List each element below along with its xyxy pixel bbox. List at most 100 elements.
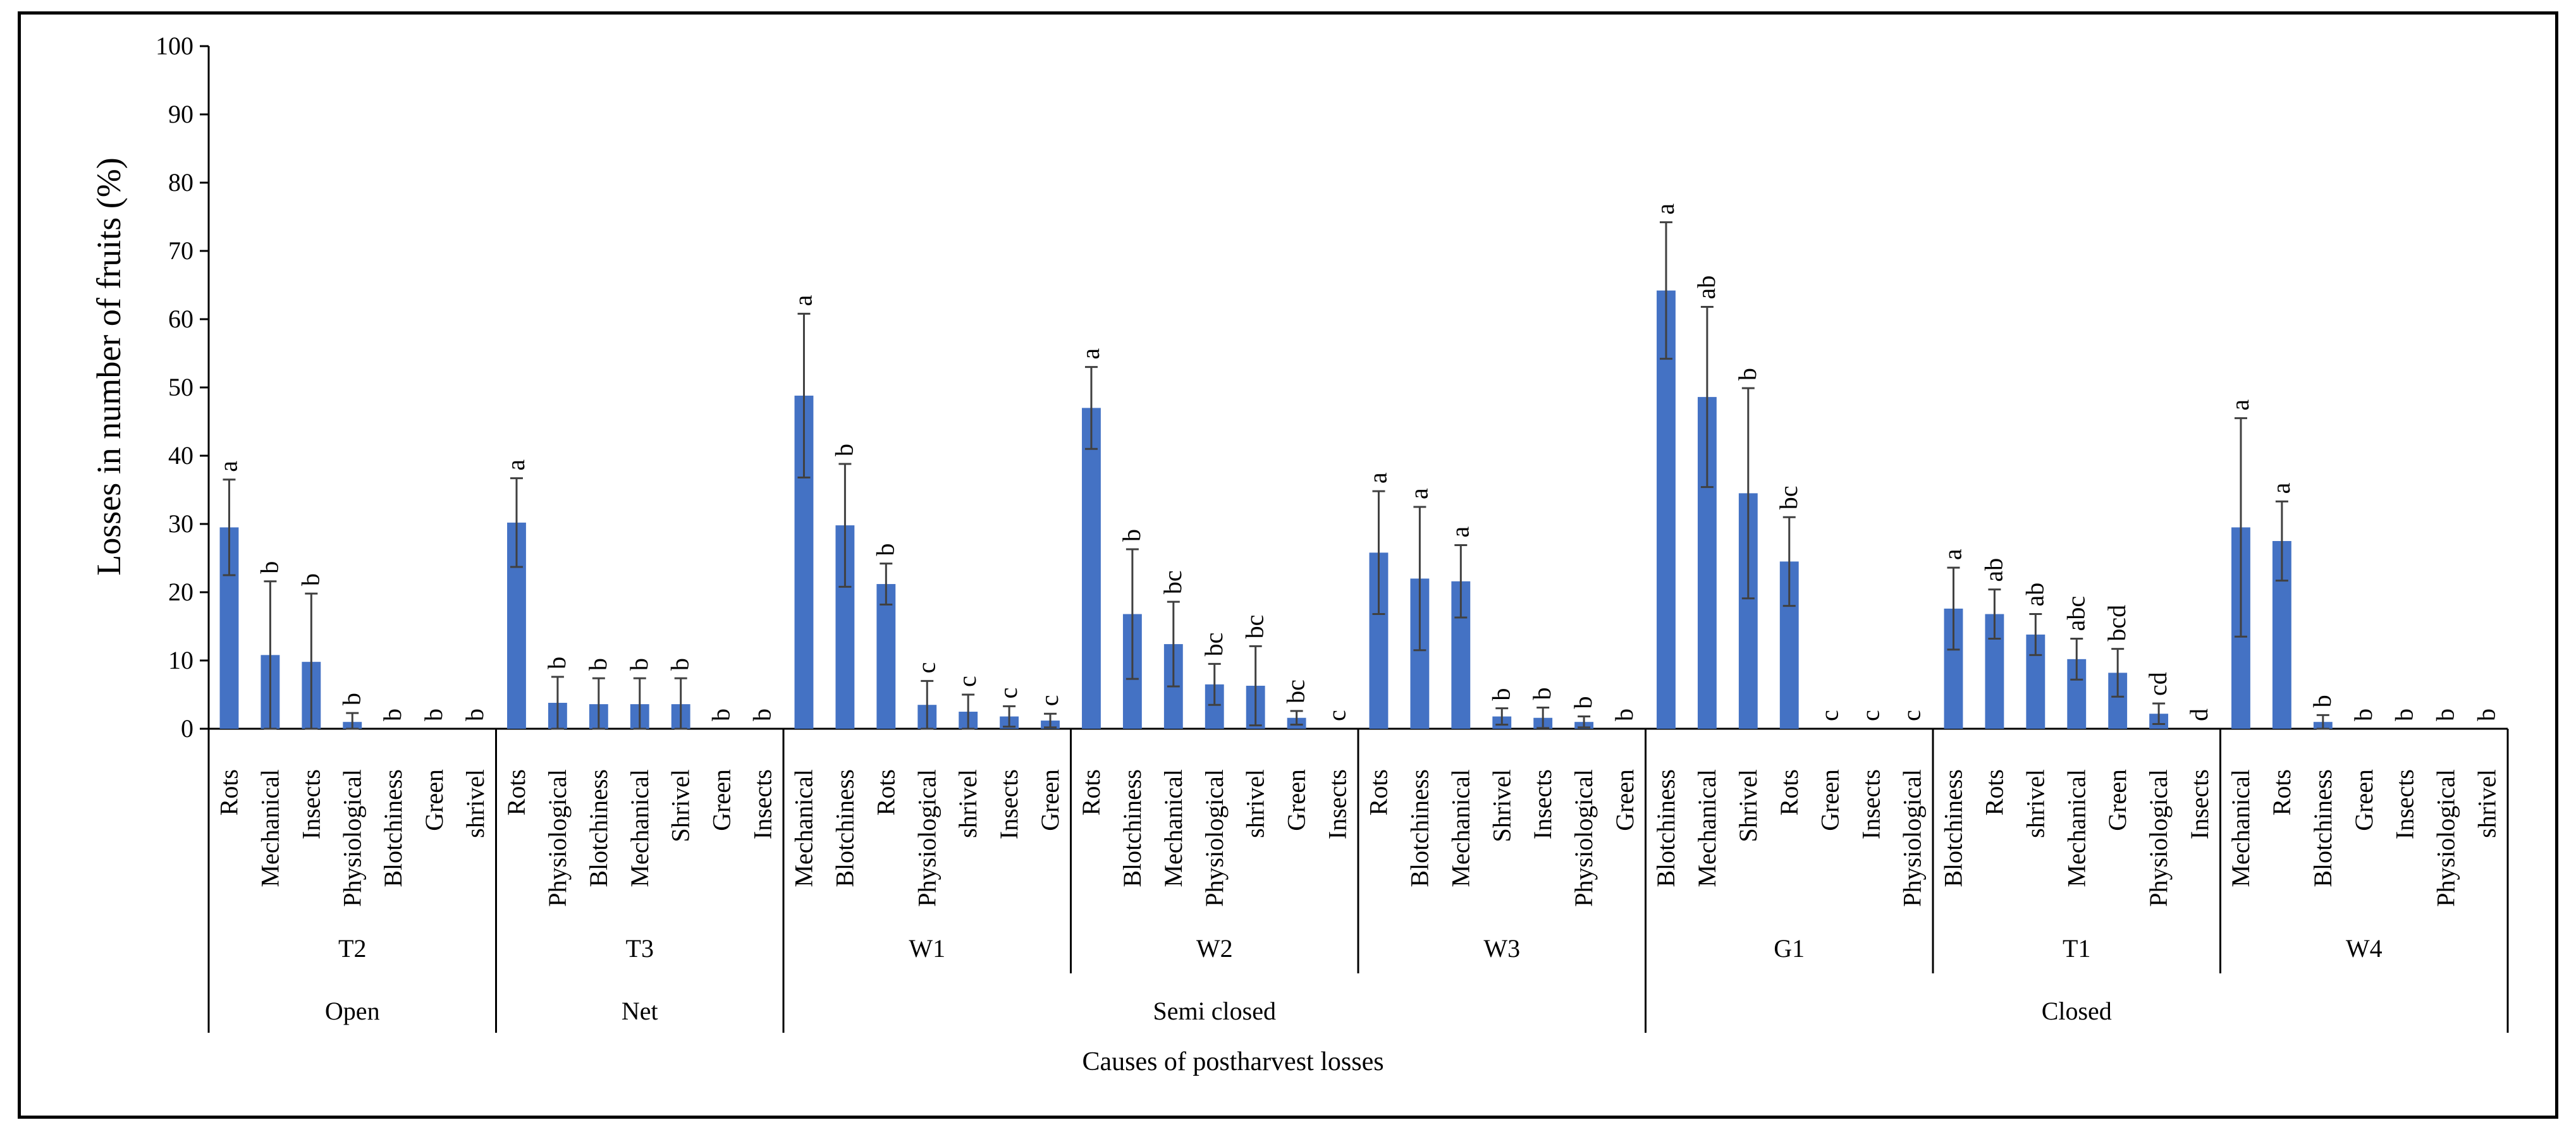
x-tick-label: Mechanical [1446, 769, 1475, 887]
y-tick-label: 90 [168, 100, 193, 128]
x-tick-label: Green [420, 769, 448, 831]
significance-letter: b [255, 561, 283, 574]
x-tick-label: Insects [995, 769, 1023, 839]
x-tick-label: Insects [749, 769, 777, 839]
y-tick-label: 30 [168, 509, 193, 538]
x-tick-label: Blotchiness [2309, 769, 2337, 887]
significance-letter: bc [1774, 485, 1803, 509]
significance-letter: b [1569, 697, 1597, 709]
significance-letter: b [460, 709, 489, 721]
group-label: G1 [1774, 934, 1805, 963]
significance-letter: ab [1979, 558, 2008, 582]
significance-letter: c [1815, 710, 1844, 721]
y-tick-label: 40 [168, 441, 193, 470]
x-tick-label: Mechanical [2226, 769, 2255, 887]
x-tick-label: Blotchiness [1652, 769, 1680, 887]
significance-letter: bc [1158, 570, 1187, 594]
significance-letter: abc [2061, 596, 2090, 631]
significance-letter: b [625, 658, 653, 671]
x-tick-label: Physiological [1200, 769, 1229, 907]
x-tick-label: Mechanical [2062, 769, 2090, 887]
significance-letter: b [419, 709, 448, 721]
significance-letter: c [994, 688, 1022, 699]
x-tick-label: Insects [1528, 769, 1557, 839]
x-tick-label: Physiological [338, 769, 366, 907]
category-label: Open [325, 997, 380, 1025]
significance-letter: b [1487, 688, 1515, 701]
significance-letter: ab [2020, 583, 2049, 607]
bar [1657, 290, 1676, 729]
significance-letter: b [2390, 709, 2419, 721]
x-tick-label: Rots [2267, 769, 2296, 815]
significance-letter: b [2431, 709, 2460, 721]
significance-letter: c [1323, 710, 1351, 721]
x-tick-label: Rots [1775, 769, 1803, 815]
x-tick-label: Rots [214, 769, 243, 815]
x-tick-label: Rots [1364, 769, 1392, 815]
significance-letter: b [584, 658, 612, 671]
x-tick-label: Mechanical [789, 769, 818, 887]
x-tick-label: Blotchiness [379, 769, 407, 887]
significance-letter: b [2308, 695, 2336, 707]
x-tick-label: Blotchiness [1939, 769, 1967, 887]
significance-letter: b [378, 709, 407, 721]
x-tick-label: Green [708, 769, 736, 831]
y-tick-label: 80 [168, 168, 193, 197]
y-tick-label: 20 [168, 578, 193, 606]
category-label: Net [622, 997, 658, 1025]
x-tick-label: Rots [502, 769, 531, 815]
x-tick-label: Mechanical [1159, 769, 1187, 887]
group-label: W1 [909, 934, 945, 963]
bars-layer [219, 221, 2333, 730]
x-tick-label: Shrivel [666, 769, 695, 843]
x-tick-label: Insects [2185, 769, 2214, 839]
x-tick-label: Insects [297, 769, 325, 839]
x-tick-label: Mechanical [625, 769, 654, 887]
x-tick-label: shrivel [2473, 769, 2501, 838]
y-tick-label: 10 [168, 646, 193, 674]
group-label: W4 [2346, 934, 2383, 963]
x-tick-label: Green [2103, 769, 2131, 831]
x-tick-label: Insects [1857, 769, 1886, 839]
figure-frame [18, 11, 2558, 1119]
x-tick-label: Rots [871, 769, 900, 815]
bar [876, 584, 896, 729]
significance-letter: a [1076, 348, 1105, 360]
significance-letter: b [337, 693, 365, 705]
x-tick-label: Physiological [2144, 769, 2173, 907]
x-tick-label: Rots [1980, 769, 2008, 815]
significance-letter: b [296, 573, 324, 586]
significance-letter: bcd [2102, 605, 2131, 642]
significance-letter: bc [1199, 633, 1228, 657]
significance-letter: d [2185, 709, 2213, 721]
x-tick-label: Physiological [543, 769, 572, 907]
significance-letter: b [1733, 368, 1762, 380]
y-tick-label: 70 [168, 236, 193, 265]
significance-letter: b [707, 709, 735, 721]
y-tick-label: 100 [156, 32, 193, 60]
significance-letter: a [1363, 472, 1392, 484]
significance-letter: a [2267, 482, 2295, 494]
significance-letter: a [2226, 399, 2254, 411]
category-label: Closed [2042, 997, 2112, 1025]
significance-letter: cd [2144, 672, 2172, 696]
significance-letter: b [748, 709, 776, 721]
x-tick-label: Physiological [912, 769, 941, 907]
group-label: T2 [338, 934, 366, 963]
significance-letter: b [1117, 529, 1146, 542]
x-tick-label: Blotchiness [1405, 769, 1433, 887]
group-label: T1 [2063, 934, 2090, 963]
significance-letter: a [1938, 549, 1966, 560]
x-tick-label: Mechanical [1693, 769, 1721, 887]
y-tick-label: 60 [168, 305, 193, 333]
x-tick-label: Physiological [1898, 769, 1927, 907]
significance-letter: b [1528, 688, 1556, 700]
x-tick-label: shrivel [1241, 769, 1270, 838]
significance-letter: bc [1241, 615, 1269, 639]
x-tick-label: Physiological [2432, 769, 2460, 907]
significance-letter: a [214, 461, 242, 472]
significance-letter: a [788, 295, 817, 306]
significance-letter: b [1610, 709, 1638, 721]
x-tick-label: Insects [2391, 769, 2419, 839]
